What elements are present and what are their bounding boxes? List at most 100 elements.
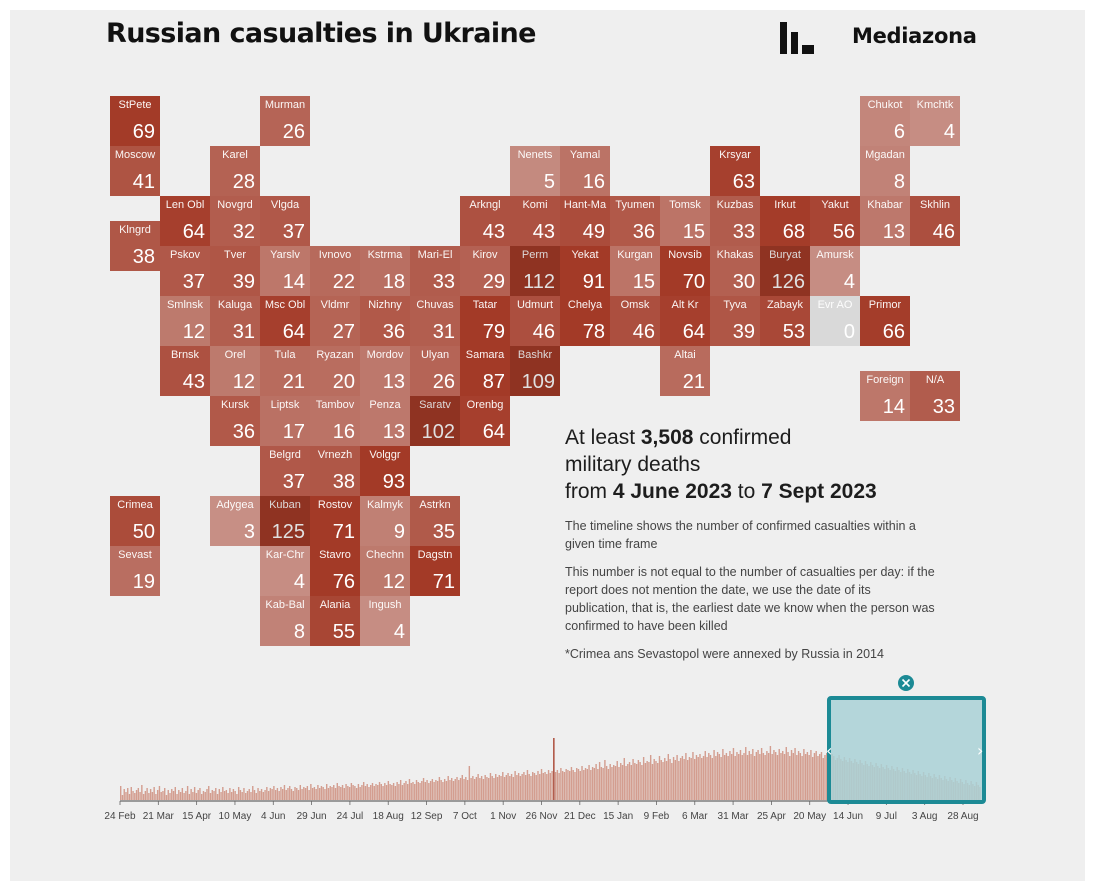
region-tile[interactable]: Kurgan 15 (610, 246, 660, 296)
region-tile[interactable]: Brnsk 43 (160, 346, 210, 396)
region-tile[interactable]: Kuzbas 33 (710, 196, 760, 246)
region-tile[interactable]: Belgrd 37 (260, 446, 310, 496)
region-tile[interactable]: Yamal 16 (560, 146, 610, 196)
region-tile[interactable]: Volggr 93 (360, 446, 410, 496)
region-tile[interactable]: Tambov 16 (310, 396, 360, 446)
region-tile[interactable]: Nenets 5 (510, 146, 560, 196)
region-tile[interactable]: Omsk 46 (610, 296, 660, 346)
region-tile[interactable]: Smlnsk 12 (160, 296, 210, 346)
region-tile[interactable]: Tyva 39 (710, 296, 760, 346)
region-value: 71 (332, 521, 355, 543)
region-tile[interactable]: Len Obl 64 (160, 196, 210, 246)
region-tile[interactable]: Evr AO 0 (810, 296, 860, 346)
region-tile[interactable]: Chukot 6 (860, 96, 910, 146)
region-tile[interactable]: Kalmyk 9 (360, 496, 410, 546)
region-tile[interactable]: Kaluga 31 (210, 296, 260, 346)
region-tile[interactable]: Alania 55 (310, 596, 360, 646)
region-tile[interactable]: Khakas 30 (710, 246, 760, 296)
region-value: 38 (132, 246, 155, 268)
region-tile[interactable]: Tver 39 (210, 246, 260, 296)
chevron-left-icon[interactable]: ‹ (826, 741, 832, 760)
region-tile[interactable]: Buryat 126 (760, 246, 810, 296)
region-tile[interactable]: Chechn 12 (360, 546, 410, 596)
region-tile[interactable]: Kab-Bal 8 (260, 596, 310, 646)
region-tile[interactable]: Mari-El 33 (410, 246, 460, 296)
region-tile[interactable]: Kirov 29 (460, 246, 510, 296)
region-tile[interactable]: Orel 12 (210, 346, 260, 396)
region-tile[interactable]: Astrkn 35 (410, 496, 460, 546)
region-tile[interactable]: Kursk 36 (210, 396, 260, 446)
region-tile[interactable]: Chuvas 31 (410, 296, 460, 346)
selection-window[interactable] (827, 696, 986, 804)
region-tile[interactable]: Skhlin 46 (910, 196, 960, 246)
region-tile[interactable]: Pskov 37 (160, 246, 210, 296)
region-tile[interactable]: Yekat 91 (560, 246, 610, 296)
region-tile[interactable]: Tula 21 (260, 346, 310, 396)
region-tile[interactable]: Orenbg 64 (460, 396, 510, 446)
region-tile[interactable]: Hant-Ma 49 (560, 196, 610, 246)
region-name: Kab-Bal (265, 599, 305, 611)
close-icon[interactable] (898, 675, 914, 691)
region-name: Msc Obl (264, 299, 306, 311)
region-tile[interactable]: Ryazan 20 (310, 346, 360, 396)
region-tile[interactable]: Vlgda 37 (260, 196, 310, 246)
region-tile[interactable]: Zabayk 53 (760, 296, 810, 346)
region-tile[interactable]: Ingush 4 (360, 596, 410, 646)
region-tile[interactable]: Kuban 125 (260, 496, 310, 546)
region-tile[interactable]: Crimea 50 (110, 496, 160, 546)
region-tile[interactable]: Karel 28 (210, 146, 260, 196)
brand-name[interactable]: Mediazona (852, 24, 977, 48)
region-tile[interactable]: Krsyar 63 (710, 146, 760, 196)
region-tile[interactable]: StPete 69 (110, 96, 160, 146)
region-tile[interactable]: Msc Obl 64 (260, 296, 310, 346)
region-tile[interactable]: Bashkr 109 (510, 346, 560, 396)
region-tile[interactable]: Mgadan 8 (860, 146, 910, 196)
region-tile[interactable]: Udmurt 46 (510, 296, 560, 346)
region-tile[interactable]: Vrnezh 38 (310, 446, 360, 496)
region-tile[interactable]: Novgrd 32 (210, 196, 260, 246)
region-tile[interactable]: Amursk 4 (810, 246, 860, 296)
region-name: Kirov (472, 249, 498, 261)
region-tile[interactable]: Ivnovo 22 (310, 246, 360, 296)
region-tile[interactable]: Nizhny 36 (360, 296, 410, 346)
region-tile[interactable]: Perm 112 (510, 246, 560, 296)
region-tile[interactable]: Rostov 71 (310, 496, 360, 546)
region-tile[interactable]: Khabar 13 (860, 196, 910, 246)
region-tile[interactable]: Kstrma 18 (360, 246, 410, 296)
region-tile[interactable]: Ulyan 26 (410, 346, 460, 396)
region-tile[interactable]: Primor 66 (860, 296, 910, 346)
region-tile[interactable]: Tyumen 36 (610, 196, 660, 246)
chevron-right-icon[interactable]: › (977, 741, 983, 760)
region-value: 55 (332, 621, 355, 643)
region-tile[interactable]: Arkngl 43 (460, 196, 510, 246)
region-tile[interactable]: Alt Kr 64 (660, 296, 710, 346)
region-tile[interactable]: Chelya 78 (560, 296, 610, 346)
region-tile[interactable]: Yarslv 14 (260, 246, 310, 296)
region-tile[interactable]: Tomsk 15 (660, 196, 710, 246)
region-tile[interactable]: Novsib 70 (660, 246, 710, 296)
region-tile[interactable]: Adygea 3 (210, 496, 260, 546)
region-tile[interactable]: Saratv 102 (410, 396, 460, 446)
region-tile[interactable]: Irkut 68 (760, 196, 810, 246)
region-tile[interactable]: Altai 21 (660, 346, 710, 396)
region-tile[interactable]: Murman 26 (260, 96, 310, 146)
region-tile[interactable]: Stavro 76 (310, 546, 360, 596)
region-tile[interactable]: Liptsk 17 (260, 396, 310, 446)
region-tile[interactable]: Samara 87 (460, 346, 510, 396)
region-tile[interactable]: Penza 13 (360, 396, 410, 446)
region-tile[interactable]: Yakut 56 (810, 196, 860, 246)
region-tile[interactable]: Kar-Chr 4 (260, 546, 310, 596)
region-tile[interactable]: Tatar 79 (460, 296, 510, 346)
region-value: 18 (382, 271, 405, 293)
region-tile[interactable]: Dagstn 71 (410, 546, 460, 596)
region-tile[interactable]: N/A 33 (910, 371, 960, 421)
region-tile[interactable]: Foreign 14 (860, 371, 910, 421)
region-tile[interactable]: Moscow 41 (110, 146, 160, 196)
region-tile[interactable]: Klngrd 38 (110, 221, 160, 271)
region-tile[interactable]: Kmchtk 4 (910, 96, 960, 146)
region-tile[interactable]: Mordov 13 (360, 346, 410, 396)
region-tile[interactable]: Vldmr 27 (310, 296, 360, 346)
region-tile[interactable]: Sevast 19 (110, 546, 160, 596)
region-tile[interactable]: Komi 43 (510, 196, 560, 246)
region-name: Tambov (315, 399, 355, 411)
